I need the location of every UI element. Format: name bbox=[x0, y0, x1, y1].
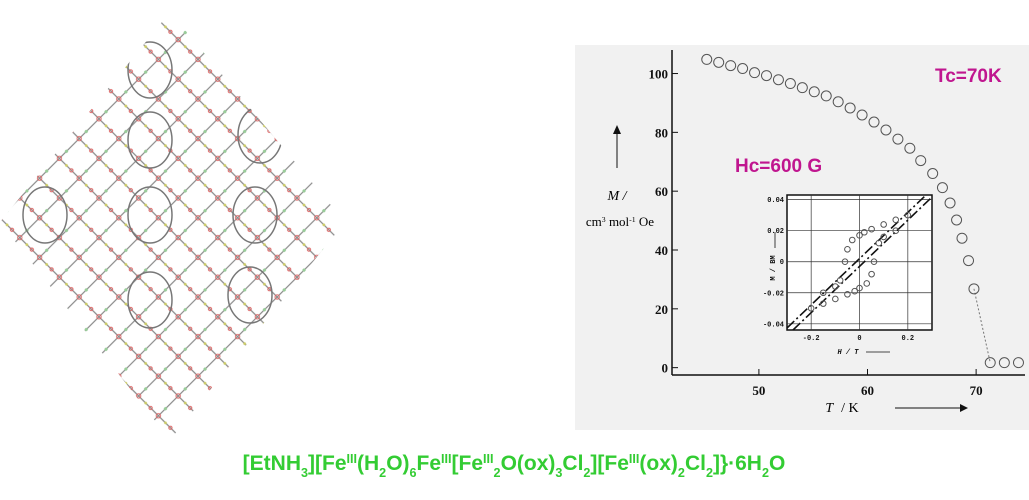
y-tick-label: 0.02 bbox=[767, 228, 784, 236]
x-tick-label: 0.2 bbox=[902, 335, 915, 343]
crystal-structure bbox=[0, 0, 350, 450]
text-part: 3 bbox=[301, 466, 308, 480]
y-axis-label: M / bbox=[606, 189, 627, 204]
text-part: ][Fe bbox=[308, 452, 347, 475]
text-part: Cl bbox=[562, 452, 583, 475]
text-part: III bbox=[483, 452, 494, 466]
text-part: O(ox) bbox=[501, 452, 556, 475]
text-part: [Fe bbox=[452, 452, 484, 475]
text-part: III bbox=[441, 452, 452, 466]
x-axis-symbol: T bbox=[825, 401, 834, 416]
inset-x-label: H / T bbox=[837, 349, 859, 357]
text-part: Oe bbox=[636, 214, 655, 229]
text-part: 3 bbox=[555, 466, 562, 480]
text-part: O bbox=[769, 452, 785, 475]
y-tick-label: 40 bbox=[655, 243, 668, 258]
x-tick-label: -0.2 bbox=[803, 335, 820, 343]
text-part: 2 bbox=[762, 466, 769, 480]
text-part: (H bbox=[357, 452, 379, 475]
text-part: 2 bbox=[379, 466, 386, 480]
y-tick-label: 60 bbox=[655, 184, 668, 199]
x-axis-label: T / K bbox=[825, 401, 858, 416]
x-tick-label: 50 bbox=[752, 383, 765, 398]
text-part: [EtNH bbox=[243, 452, 301, 475]
inset-y-label: M / BM bbox=[770, 255, 778, 280]
text-part: 2 bbox=[494, 466, 501, 480]
y-tick-label: 100 bbox=[649, 67, 669, 82]
text-part: (ox) bbox=[639, 452, 678, 475]
figure: 020406080100506070T/ KM /cm3 mol-1 OeTc=… bbox=[0, 0, 1029, 500]
y-tick-label: 0.04 bbox=[767, 197, 784, 205]
y-tick-label: 0 bbox=[662, 361, 669, 376]
y-tick-label: 20 bbox=[655, 302, 668, 317]
text-part: cm bbox=[586, 214, 602, 229]
text-part: 6 bbox=[410, 466, 417, 480]
y-tick-label: -0.02 bbox=[763, 290, 784, 298]
text-part: III bbox=[629, 452, 640, 466]
x-tick-label: 70 bbox=[970, 383, 983, 398]
text-part: mol bbox=[606, 214, 630, 229]
text-part: ]}·6H bbox=[713, 452, 762, 475]
y-tick-label: -0.04 bbox=[763, 321, 784, 329]
text-part: 2 bbox=[706, 466, 713, 480]
y-axis-label-unit: cm3 mol-1 Oe bbox=[586, 214, 654, 229]
text-part: Fe bbox=[417, 452, 442, 475]
annotation: Hc=600 G bbox=[735, 156, 822, 177]
caption: [EtNH3][FeIII(H2O)6FeIII[FeIII2O(ox)3Cl2… bbox=[243, 452, 786, 480]
text-part: III bbox=[347, 452, 358, 466]
text-part: O) bbox=[386, 452, 409, 475]
y-tick-label: 80 bbox=[655, 125, 668, 140]
x-axis-unit: / K bbox=[841, 401, 859, 416]
text-part: ][Fe bbox=[590, 452, 629, 475]
y-tick-label: 0 bbox=[780, 259, 784, 267]
annotation: Tc=70K bbox=[935, 66, 1002, 87]
x-tick-label: 60 bbox=[861, 383, 874, 398]
x-tick-label: 0 bbox=[857, 335, 861, 343]
text-part: 2 bbox=[583, 466, 590, 480]
text-part: 2 bbox=[678, 466, 685, 480]
text-part: Cl bbox=[685, 452, 706, 475]
